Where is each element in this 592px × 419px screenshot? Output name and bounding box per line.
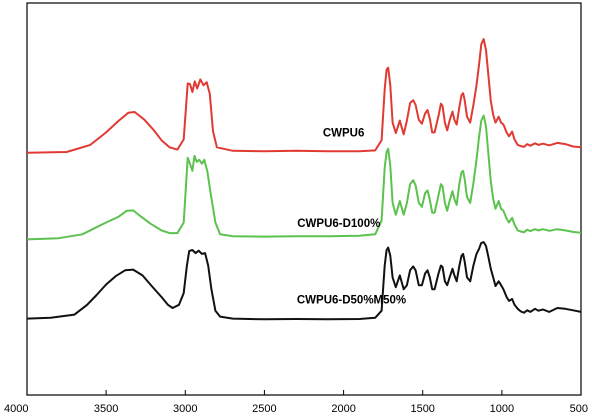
series-label-layer: CWPU6 CWPU6-D100% CWPU6-D50%M50% [297,127,406,306]
x-tick-label-1000: 1000 [490,403,514,415]
x-tick-label-4000: 4000 [4,403,28,415]
x-tick-label-2500: 2500 [252,403,276,415]
x-axis: 4000 3500 3000 2500 2000 1500 1000 500 [4,390,588,415]
series-label-cwpu6-d100pct: CWPU6-D100% [297,218,380,230]
x-tick-label-1500: 1500 [410,403,434,415]
series-label-cwpu6-d50pctm50pct: CWPU6-D50%M50% [297,295,406,307]
x-tick-label-3500: 3500 [94,403,118,415]
series-label-cwpu6: CWPU6 [323,127,365,139]
series-line-cwpu6 [26,38,582,154]
series-line-cwpu6-d100pct [26,114,582,241]
x-tick-label-2000: 2000 [331,403,355,415]
plot-frame [26,2,582,396]
series-layer [26,38,582,321]
series-line-cwpu6-d50pctm50pct [26,241,582,321]
x-tick-label-3000: 3000 [173,403,197,415]
x-tick-label-500: 500 [570,403,588,415]
